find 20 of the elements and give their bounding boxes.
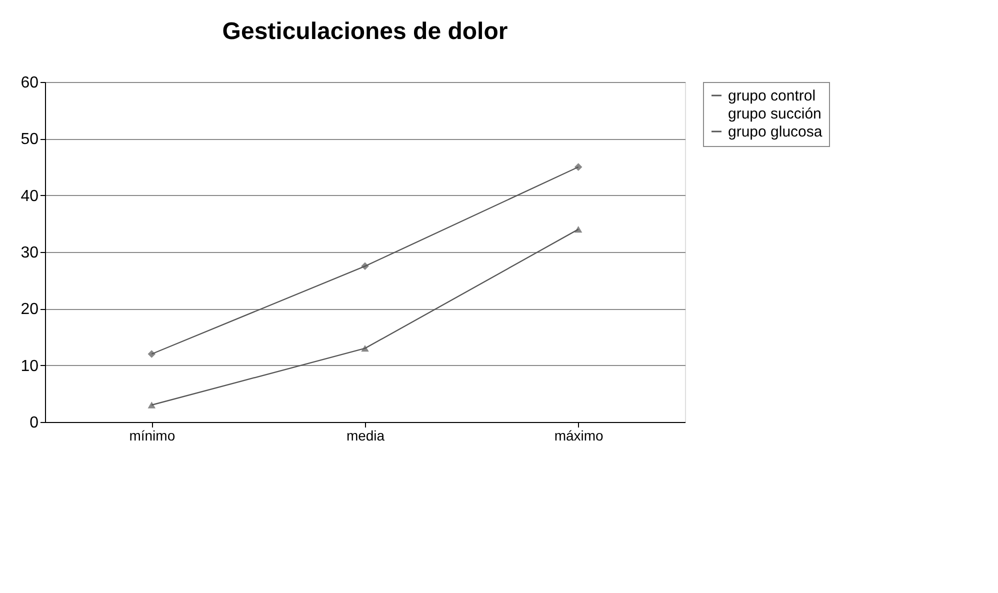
x-tick-label: mínimo	[129, 428, 176, 444]
point	[148, 350, 156, 358]
x-tick-label: máximo	[554, 428, 604, 444]
point	[361, 344, 369, 352]
y-tick-label: 20	[20, 301, 39, 318]
point	[148, 402, 156, 408]
y-tick-label: 60	[20, 74, 39, 92]
point	[361, 262, 369, 270]
y-tick-label: 30	[20, 244, 39, 262]
legend-label: grupo glucosa	[728, 124, 823, 140]
point	[574, 226, 582, 233]
y-tick-label: 10	[20, 358, 39, 375]
y-tick-label: 50	[20, 131, 39, 148]
y-tick-label: 0	[30, 414, 39, 432]
y-tick-label: 40	[20, 188, 39, 205]
chart-title: Gesticulaciones de dolor	[222, 18, 508, 45]
legend-label: grupo control	[728, 88, 816, 104]
text: grupo succión	[728, 106, 822, 122]
x-tick-label: media	[346, 428, 385, 444]
point	[574, 163, 582, 171]
